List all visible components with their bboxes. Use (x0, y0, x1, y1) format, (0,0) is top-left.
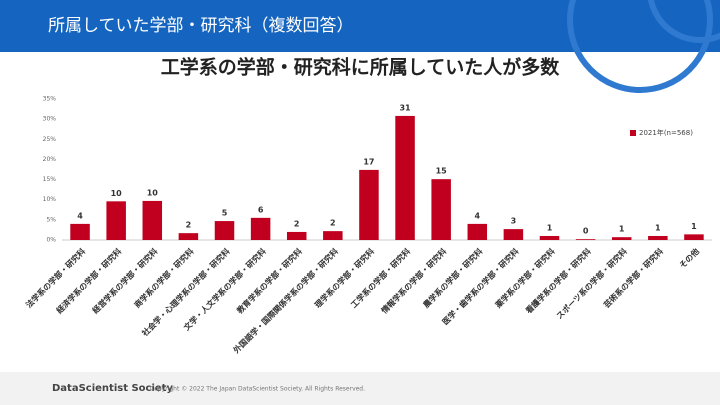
bar (214, 221, 235, 240)
bar (539, 235, 560, 240)
y-tick-label: 0% (46, 237, 56, 244)
data-label: 17 (363, 157, 374, 166)
x-tick-label: 工学系の学部・研究科 (349, 246, 413, 310)
bar (70, 223, 90, 240)
footer-brand: DataScientist Society (52, 383, 173, 394)
data-label: 31 (399, 103, 411, 112)
legend-swatch (630, 130, 636, 136)
y-tick-label: 10% (43, 196, 57, 203)
footer-bar (0, 372, 720, 405)
x-tick-label: 法学系の学部・研究科 (24, 246, 88, 310)
data-label: 0 (583, 227, 589, 236)
y-tick-label: 30% (43, 116, 57, 123)
data-label: 3 (511, 217, 517, 226)
bar (106, 201, 126, 240)
legend-label: 2021年(n=568) (639, 128, 693, 137)
x-tick-label: 医学・歯学系の学部・研究科 (440, 246, 521, 327)
bar (575, 239, 596, 240)
bar (503, 229, 524, 240)
bar (431, 179, 451, 240)
x-tick-label: 経営学系の学部・研究科 (90, 246, 159, 315)
chart-title: 工学系の学部・研究科に所属していた人が多数 (161, 56, 560, 79)
data-label: 6 (258, 205, 264, 214)
bar (323, 231, 343, 240)
data-label: 10 (147, 188, 159, 197)
bar (178, 233, 199, 240)
x-tick-label: 情報学系の学部・研究科 (378, 246, 448, 316)
x-tick-label: その他 (677, 246, 701, 270)
data-label: 10 (111, 189, 123, 198)
data-label: 4 (77, 211, 83, 220)
bar (684, 234, 704, 240)
data-label: 1 (655, 223, 661, 232)
y-tick-label: 15% (43, 176, 57, 183)
header-bar (0, 0, 720, 52)
x-tick-label: 教育学系の学部・研究科 (234, 246, 304, 316)
data-label: 4 (474, 211, 480, 220)
data-label: 2 (330, 219, 336, 228)
data-label: 1 (619, 225, 625, 234)
x-tick-label: スポーツ系の学部・研究科 (554, 246, 629, 321)
x-tick-label: 芸術系の学部・研究科 (601, 246, 665, 310)
data-label: 2 (186, 221, 192, 230)
y-tick-label: 20% (43, 156, 57, 163)
bar (648, 235, 668, 240)
x-tick-label: 商学系の学部・研究科 (132, 246, 196, 310)
header-decoration (567, 0, 720, 93)
footer-copyright: Copyright © 2022 The Japan DataScientist… (150, 386, 365, 393)
x-tick-label: 看護学系の学部・研究科 (523, 246, 593, 316)
x-tick-label: 理学系の学部・研究科 (312, 246, 376, 310)
y-tick-label: 25% (43, 136, 57, 143)
x-tick-label: 薬学系の学部・研究科 (492, 246, 556, 310)
x-tick-label: 経済学系の学部・研究科 (54, 246, 123, 315)
bar (467, 223, 488, 240)
y-tick-label: 35% (43, 96, 57, 103)
data-label: 5 (222, 209, 228, 218)
bar (395, 115, 415, 240)
x-tick-label: 農学系の学部・研究科 (421, 246, 485, 310)
header-title: 所属していた学部・研究科（複数回答） (48, 16, 354, 36)
bar (250, 217, 271, 240)
bar (286, 231, 307, 240)
y-tick-label: 5% (46, 216, 56, 223)
bar (611, 237, 632, 240)
bar (359, 169, 379, 240)
data-label: 1 (547, 223, 553, 232)
data-label: 2 (294, 219, 300, 228)
data-label: 15 (436, 167, 448, 176)
bar (142, 200, 163, 240)
data-label: 1 (691, 222, 697, 231)
